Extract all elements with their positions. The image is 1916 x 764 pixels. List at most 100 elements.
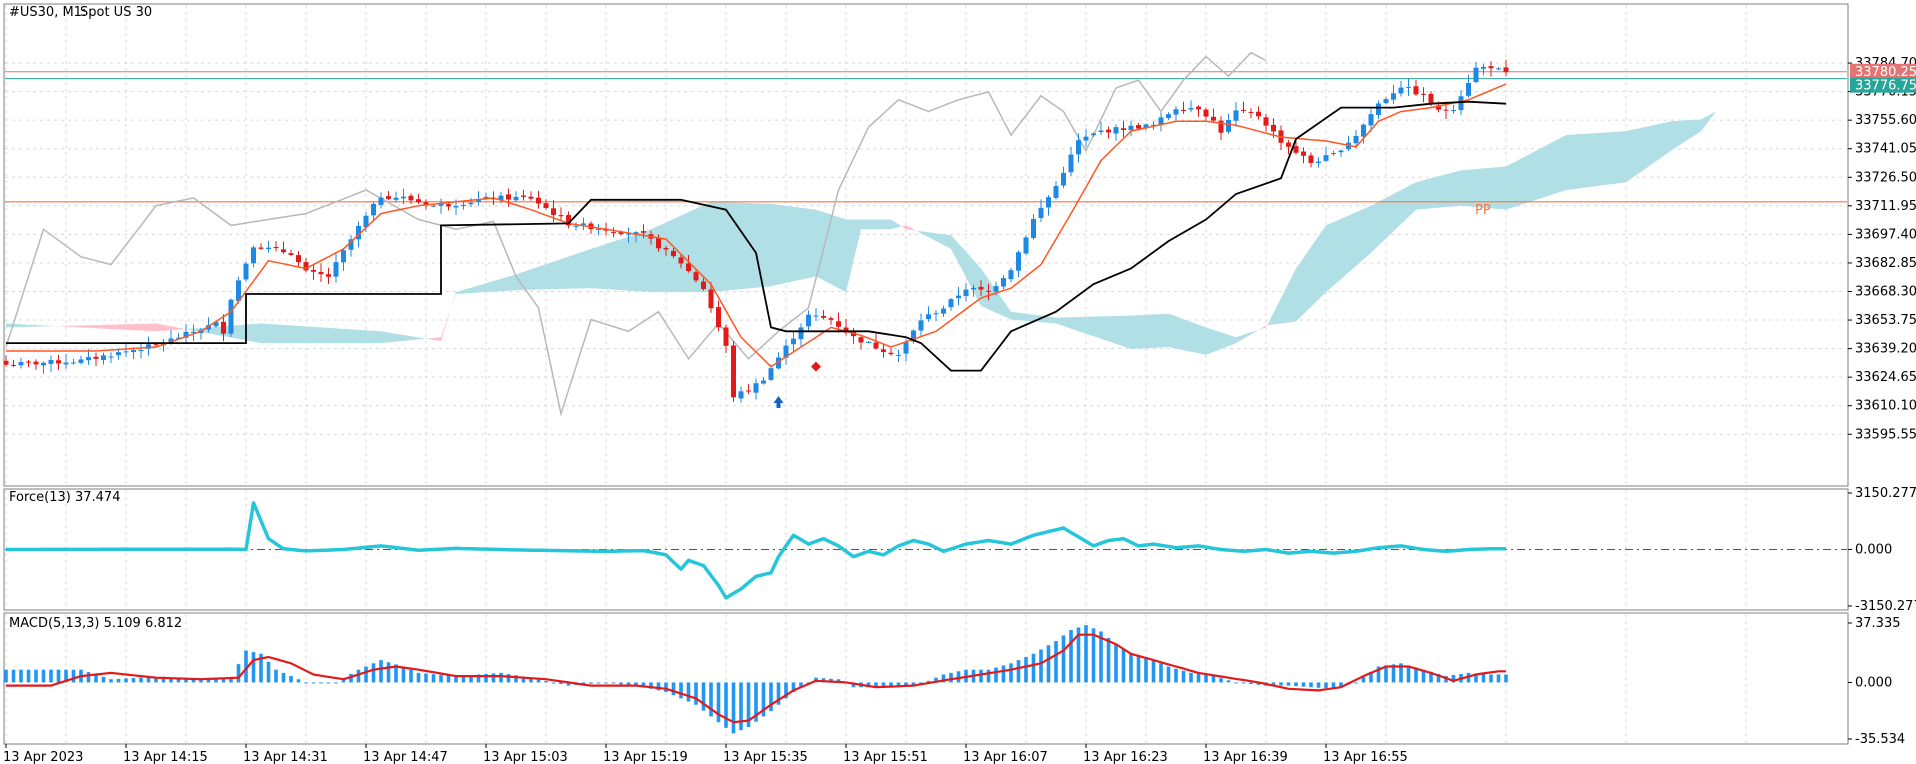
tenkan-sen-line bbox=[6, 83, 1507, 368]
candle-bearish bbox=[1436, 105, 1441, 110]
macd-histogram-bar bbox=[776, 682, 781, 705]
candle-bullish bbox=[78, 359, 84, 363]
candle-bearish bbox=[701, 281, 706, 289]
candle-bullish bbox=[1331, 153, 1336, 155]
ichimoku-cloud-bullish bbox=[1269, 111, 1716, 325]
candle-bullish bbox=[1053, 185, 1059, 198]
candle-bearish bbox=[311, 269, 316, 272]
ichimoku-cloud-bearish bbox=[58, 323, 186, 332]
buy-arrow-icon bbox=[773, 395, 784, 408]
candle-bullish bbox=[926, 314, 931, 320]
ichimoku-cloud-bullish bbox=[6, 323, 59, 328]
macd-histogram-bar bbox=[34, 669, 38, 683]
candle-bullish bbox=[348, 239, 354, 250]
macd-histogram-bar bbox=[514, 675, 518, 683]
macd-histogram-bar bbox=[1399, 663, 1403, 683]
macd-histogram-bar bbox=[649, 682, 653, 689]
candle-bullish bbox=[941, 308, 946, 314]
candle-bullish bbox=[903, 342, 909, 354]
candle-bullish bbox=[971, 287, 976, 290]
macd-histogram-bar bbox=[1219, 678, 1223, 683]
macd-histogram-bar bbox=[1384, 665, 1388, 683]
macd-histogram-bar bbox=[124, 678, 128, 683]
candle-bullish bbox=[1151, 124, 1156, 126]
candle-bullish bbox=[1451, 110, 1456, 112]
macd-histogram-bar bbox=[709, 682, 713, 717]
force-indicator-label: Force(13) 37.474 bbox=[9, 490, 120, 505]
candle-bullish bbox=[813, 315, 819, 317]
force-series bbox=[5, 501, 1847, 600]
macd-histogram-bar bbox=[686, 682, 691, 702]
macd-histogram-bar bbox=[259, 653, 263, 683]
candle-bearish bbox=[888, 352, 894, 355]
candle-bullish bbox=[341, 250, 346, 263]
macd-histogram-bar bbox=[101, 676, 106, 683]
candle-bearish bbox=[33, 361, 39, 365]
macd-histogram-bar bbox=[521, 676, 526, 683]
candle-bullish bbox=[476, 199, 481, 202]
time-axis-label: 13 Apr 16:23 bbox=[1083, 750, 1168, 764]
macd-histogram-bar bbox=[979, 669, 983, 683]
macd-histogram-bar bbox=[799, 682, 803, 688]
macd-histogram-bar bbox=[154, 678, 158, 683]
macd-histogram-bar bbox=[596, 682, 601, 684]
macd-histogram-bar bbox=[1451, 675, 1456, 683]
macd-histogram-bar bbox=[304, 682, 308, 684]
candle-bearish bbox=[1248, 111, 1254, 113]
macd-histogram-bar bbox=[1234, 682, 1238, 684]
macd-histogram-bar bbox=[761, 682, 766, 717]
candle-bearish bbox=[708, 289, 714, 309]
candle-bearish bbox=[1428, 93, 1434, 105]
macd-histogram-bar bbox=[1001, 665, 1006, 683]
macd-histogram-bar bbox=[229, 677, 233, 683]
macd-histogram-bar bbox=[214, 678, 218, 683]
macd-histogram-bar bbox=[866, 682, 871, 688]
macd-histogram-bar bbox=[311, 682, 316, 684]
macd-histogram-bar bbox=[199, 678, 203, 683]
candle-bullish bbox=[1173, 109, 1179, 115]
macd-histogram-bar bbox=[889, 682, 893, 688]
macd-histogram-bar bbox=[56, 669, 61, 683]
price-panel-frame bbox=[3, 3, 1849, 487]
candle-bullish bbox=[393, 197, 399, 200]
macd-histogram-bar bbox=[611, 682, 616, 684]
macd-histogram-bar bbox=[169, 678, 173, 683]
candle-bullish bbox=[71, 362, 76, 364]
candle-bearish bbox=[11, 364, 16, 366]
macd-histogram-bar bbox=[49, 669, 53, 683]
price-axis-label: 33595.55 bbox=[1855, 427, 1916, 442]
candle-bearish bbox=[843, 327, 849, 333]
macd-histogram-bar bbox=[559, 682, 563, 685]
candle-bullish bbox=[626, 233, 631, 235]
candle-bearish bbox=[1196, 106, 1201, 110]
macd-histogram-bar bbox=[401, 666, 406, 683]
candle-bearish bbox=[536, 197, 541, 204]
time-axis-label: 13 Apr 15:51 bbox=[843, 750, 928, 764]
candle-bullish bbox=[798, 327, 804, 340]
macd-histogram-bar bbox=[881, 682, 886, 688]
candle-bullish bbox=[468, 202, 474, 205]
candle-bullish bbox=[776, 357, 781, 369]
macd-histogram-bar bbox=[1151, 660, 1156, 683]
candle-bearish bbox=[296, 255, 301, 263]
price-axis-label: 33697.40 bbox=[1855, 227, 1916, 242]
candle-bearish bbox=[851, 332, 856, 337]
macd-histogram-bar bbox=[326, 682, 331, 684]
candle-bearish bbox=[828, 318, 834, 320]
macd-histogram-bar bbox=[1136, 655, 1141, 683]
candle-bearish bbox=[678, 257, 684, 264]
candle-bearish bbox=[1136, 125, 1141, 129]
candle-bearish bbox=[618, 232, 624, 235]
macd-histogram-bar bbox=[1039, 649, 1043, 683]
candle-bullish bbox=[63, 362, 69, 365]
candle-bullish bbox=[768, 368, 774, 380]
price-axis-label: 33639.20 bbox=[1855, 342, 1916, 357]
macd-histogram-bar bbox=[1391, 664, 1396, 683]
macd-histogram-bar bbox=[581, 682, 586, 685]
macd-histogram-bar bbox=[551, 682, 556, 684]
macd-histogram-bar bbox=[1481, 673, 1486, 683]
candle-bullish bbox=[1061, 172, 1066, 186]
candle-bullish bbox=[1046, 197, 1051, 208]
candle-bearish bbox=[326, 274, 331, 277]
